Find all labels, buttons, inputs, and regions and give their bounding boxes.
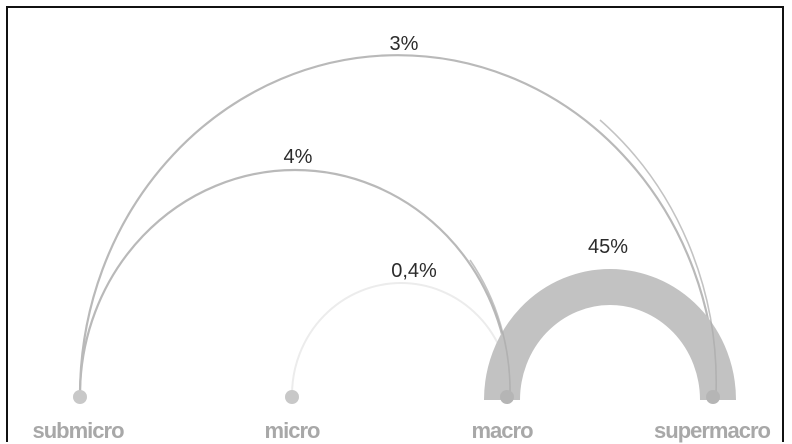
arc-overlay-supermacro <box>599 119 717 396</box>
arc-submicro-supermacro <box>78 53 718 396</box>
link-label-submicro-macro: 4% <box>284 146 313 168</box>
diagram-frame <box>6 6 784 442</box>
arc-overlay-macro <box>469 259 511 396</box>
link-label-macro-supermacro: 45% <box>588 236 628 258</box>
node-dot-macro <box>500 390 514 404</box>
arc-macro-supermacro <box>484 269 736 401</box>
arc-micro-macro <box>291 282 511 396</box>
link-label-micro-macro: 0,4% <box>391 260 437 282</box>
node-label-macro: macro <box>471 418 533 443</box>
node-dot-micro <box>285 390 299 404</box>
node-dot-submicro <box>73 390 87 404</box>
arc-submicro-macro <box>78 168 512 396</box>
link-label-submicro-supermacro: 3% <box>390 33 419 55</box>
node-dot-supermacro <box>706 390 720 404</box>
node-label-submicro: submicro <box>32 418 124 443</box>
node-label-supermacro: supermacro <box>654 418 771 443</box>
node-label-micro: micro <box>265 418 320 443</box>
